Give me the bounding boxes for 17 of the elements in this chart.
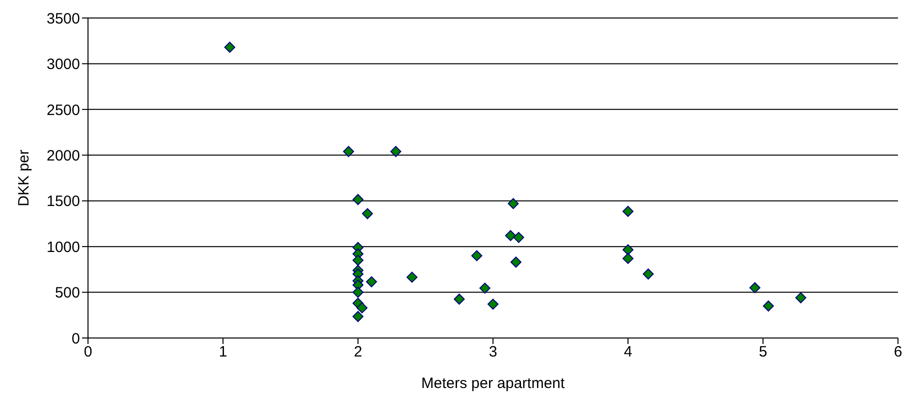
y-tick-label: 1500 — [46, 193, 80, 210]
x-tick-label: 5 — [758, 344, 768, 361]
x-axis-title: Meters per apartment — [421, 375, 566, 392]
x-tick-label: 4 — [624, 344, 632, 361]
y-tick-label: 500 — [54, 284, 80, 302]
x-tick-label: 3 — [488, 344, 498, 361]
y-tick-label: 3500 — [46, 10, 80, 28]
y-tick-label: 2000 — [46, 147, 80, 164]
y-axis-title: DKK per — [15, 150, 32, 206]
y-tick-label: 0 — [72, 330, 80, 348]
x-tick-label: 2 — [354, 344, 362, 361]
y-tick-label: 3000 — [46, 56, 80, 74]
y-tick-label: 2500 — [46, 102, 80, 119]
x-tick-label: 1 — [218, 344, 228, 361]
y-tick-label: 1000 — [46, 238, 80, 256]
x-tick-label: 0 — [84, 344, 92, 361]
x-tick-label: 6 — [894, 344, 902, 361]
